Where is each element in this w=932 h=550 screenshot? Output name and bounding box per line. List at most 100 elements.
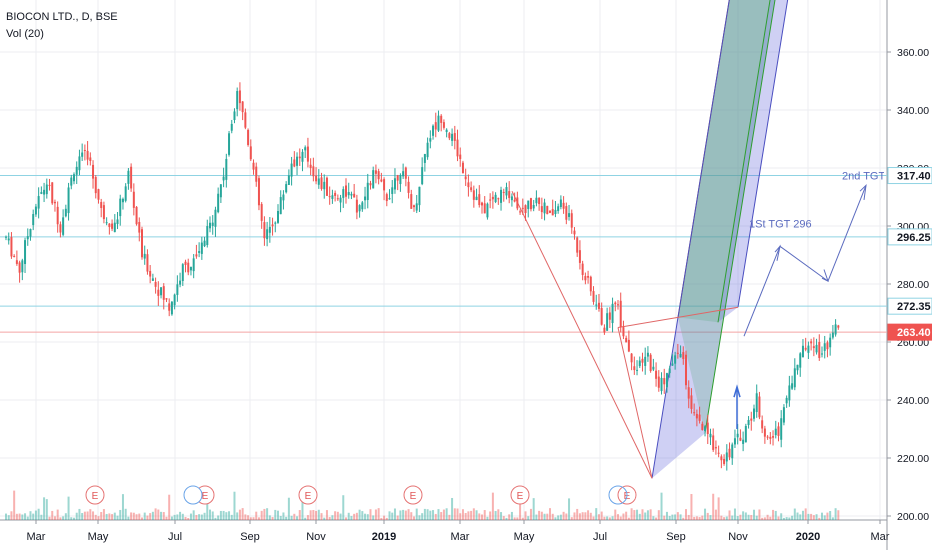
candle <box>277 204 279 520</box>
volume-bar <box>652 516 655 520</box>
candle <box>189 266 192 520</box>
candle <box>581 260 584 520</box>
volume-bar <box>603 516 606 520</box>
volume-bar <box>32 513 35 520</box>
candle-body <box>812 346 815 349</box>
candle <box>355 194 358 520</box>
volume-bar <box>105 513 108 520</box>
candle-body <box>529 198 532 210</box>
candle-body <box>791 383 794 389</box>
volume-bar <box>513 517 516 520</box>
candle <box>124 183 127 520</box>
candle-body <box>451 133 454 141</box>
volume-bar <box>644 512 647 520</box>
volume-bar <box>116 515 119 520</box>
volume-bar <box>535 514 538 520</box>
split-marker-circle <box>608 485 628 505</box>
candle <box>461 160 464 520</box>
candle <box>434 112 437 520</box>
earnings-circle <box>298 485 318 505</box>
volume-bar <box>184 516 187 520</box>
volume-bar <box>396 515 399 520</box>
candle <box>815 338 818 520</box>
candle-body <box>467 182 470 188</box>
candle <box>521 198 524 520</box>
candle-body <box>712 435 715 450</box>
candle <box>92 160 95 520</box>
volume-bar <box>402 509 405 520</box>
volume-bar <box>285 516 288 520</box>
candle-body <box>777 426 780 436</box>
volume-bar <box>5 513 7 520</box>
candle-body <box>804 347 807 350</box>
candle <box>619 292 622 520</box>
candle-body <box>45 184 48 195</box>
candle-body <box>769 436 772 439</box>
candle-body <box>383 179 386 191</box>
candle-body <box>7 238 10 241</box>
candle-body <box>576 237 579 253</box>
candle-body <box>83 150 86 152</box>
candle-body <box>717 452 720 454</box>
last-price-tag: 263.40 <box>887 323 932 341</box>
candle <box>540 197 543 520</box>
arrow-path-1 <box>743 245 829 337</box>
candle-body <box>102 205 105 220</box>
candle-body <box>5 236 7 238</box>
candle <box>611 297 614 520</box>
candle <box>238 82 241 520</box>
volume-bar <box>108 513 111 520</box>
candle-body <box>723 458 726 464</box>
candle-body <box>695 413 698 419</box>
price-tick-label: 340.00 <box>897 105 929 117</box>
candle <box>747 416 750 520</box>
volume-bar <box>154 508 157 520</box>
volume-bar <box>404 510 407 520</box>
earnings-label: E <box>305 491 312 502</box>
volume-bar <box>13 490 16 520</box>
candle <box>255 162 258 520</box>
candle <box>489 193 492 520</box>
candle-body <box>415 203 418 211</box>
volume-bar <box>236 512 239 520</box>
candle <box>252 159 255 520</box>
candle <box>603 324 606 520</box>
volume-bar <box>451 497 454 520</box>
volume-bar <box>238 509 241 520</box>
candle-body <box>693 412 696 414</box>
candle-body <box>393 178 396 190</box>
volume-bar <box>804 508 807 520</box>
candle-body <box>268 226 271 233</box>
candle <box>448 131 451 520</box>
candle <box>587 270 590 520</box>
volume-bar <box>407 509 410 520</box>
volume-bar <box>21 514 24 520</box>
candle-body <box>505 187 508 196</box>
volume-bar <box>423 508 426 520</box>
candle <box>233 108 236 520</box>
volume-bar <box>339 513 342 520</box>
volume-bar <box>198 514 201 520</box>
volume-bar <box>51 510 54 520</box>
candle-body <box>543 202 546 214</box>
candle <box>627 330 630 520</box>
volume-bar <box>331 515 334 520</box>
candle-body <box>317 178 320 185</box>
volume-bar <box>15 513 18 520</box>
candle-body <box>149 270 152 277</box>
volume-bar <box>559 514 562 520</box>
candle <box>111 219 114 520</box>
candle <box>157 281 160 520</box>
candle-body <box>89 157 92 162</box>
candle-body <box>475 196 478 201</box>
volume-bar <box>747 514 750 520</box>
volume-bar <box>157 509 160 520</box>
volume-bar <box>124 508 127 520</box>
earnings-label: E <box>410 491 417 502</box>
volume-bar <box>206 497 209 520</box>
candle <box>559 195 562 520</box>
candle <box>573 227 576 520</box>
candle-body <box>320 177 323 189</box>
volume-bar <box>712 493 715 520</box>
